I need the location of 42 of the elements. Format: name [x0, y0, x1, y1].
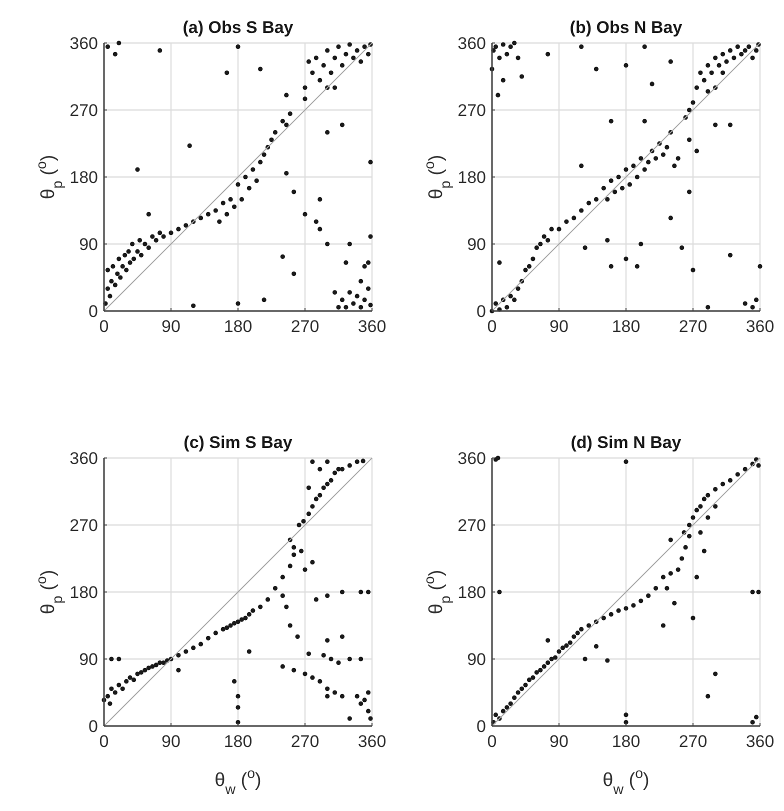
- x-tick-label: 270: [290, 732, 320, 751]
- y-tick-label: 180: [458, 582, 486, 602]
- x-axis-title: θ$_{w}$ ($^{o}$): [602, 766, 650, 798]
- y-tick-label: 0: [476, 302, 486, 321]
- y-tick-label: 360: [70, 34, 98, 53]
- x-tick-label: 180: [224, 317, 252, 336]
- y-tick-label: 0: [88, 302, 98, 321]
- x-tick-label: 360: [746, 317, 774, 336]
- y-tick-label: 270: [70, 516, 98, 535]
- x-tick-label: 90: [550, 732, 568, 751]
- y-tick-label: 180: [70, 168, 98, 187]
- y-tick-label: 90: [79, 650, 98, 669]
- y-tick-label: 270: [458, 516, 486, 535]
- chart-title: (c) Sim S Bay: [184, 433, 293, 452]
- y-tick-label: 270: [70, 100, 98, 120]
- y-tick-label: 90: [467, 234, 486, 254]
- y-tick-label: 0: [88, 716, 98, 736]
- x-tick-label: 90: [162, 317, 180, 336]
- x-tick-label: 270: [678, 732, 708, 751]
- x-tick-label: 180: [612, 317, 640, 336]
- y-tick-label: 360: [70, 448, 98, 468]
- x-tick-label: 180: [224, 732, 252, 751]
- x-tick-label: 90: [162, 732, 180, 751]
- y-tick-label: 90: [79, 234, 98, 254]
- chart-title: (a) Obs S Bay: [182, 18, 294, 37]
- chart-title: (b) Obs N Bay: [570, 18, 683, 37]
- x-tick-label: 270: [290, 317, 320, 336]
- x-axis-title: θ$_{w}$ ($^{o}$): [214, 766, 262, 798]
- x-tick-label: 360: [358, 317, 386, 336]
- y-tick-label: 180: [458, 168, 486, 187]
- y-tick-label: 90: [467, 650, 486, 669]
- y-tick-label: 0: [476, 716, 486, 736]
- x-tick-label: 90: [550, 317, 568, 336]
- x-tick-label: 360: [358, 732, 386, 751]
- chart-title: (d) Sim N Bay: [570, 433, 682, 452]
- x-tick-label: 360: [746, 732, 774, 751]
- y-tick-label: 360: [458, 34, 486, 53]
- y-tick-label: 360: [458, 448, 486, 468]
- y-tick-label: 180: [70, 582, 98, 602]
- x-tick-label: 180: [612, 732, 640, 751]
- x-tick-label: 270: [678, 317, 708, 336]
- y-tick-label: 270: [458, 100, 486, 120]
